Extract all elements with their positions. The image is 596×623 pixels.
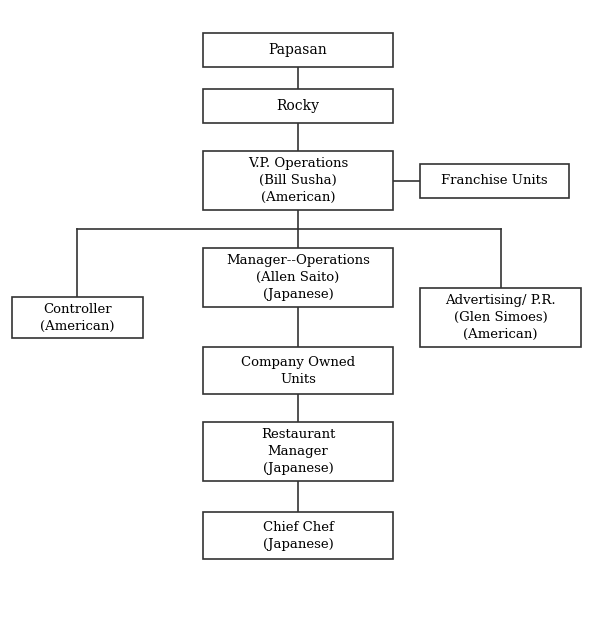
FancyBboxPatch shape <box>203 32 393 67</box>
Text: Controller
(American): Controller (American) <box>41 303 114 333</box>
Text: Manager--Operations
(Allen Saito)
(Japanese): Manager--Operations (Allen Saito) (Japan… <box>226 254 370 301</box>
FancyBboxPatch shape <box>12 298 143 338</box>
Text: V.P. Operations
(Bill Susha)
(American): V.P. Operations (Bill Susha) (American) <box>248 157 348 204</box>
FancyBboxPatch shape <box>203 89 393 123</box>
Text: Franchise Units: Franchise Units <box>442 174 548 187</box>
FancyBboxPatch shape <box>420 288 581 348</box>
FancyBboxPatch shape <box>203 512 393 559</box>
FancyBboxPatch shape <box>203 422 393 481</box>
FancyBboxPatch shape <box>203 348 393 394</box>
Text: Rocky: Rocky <box>277 99 319 113</box>
FancyBboxPatch shape <box>203 247 393 307</box>
Text: Chief Chef
(Japanese): Chief Chef (Japanese) <box>263 521 333 551</box>
FancyBboxPatch shape <box>203 151 393 211</box>
Text: Restaurant
Manager
(Japanese): Restaurant Manager (Japanese) <box>261 428 335 475</box>
Text: Company Owned
Units: Company Owned Units <box>241 356 355 386</box>
FancyBboxPatch shape <box>420 163 569 198</box>
Text: Papasan: Papasan <box>269 43 327 57</box>
Text: Advertising/ P.R.
(Glen Simoes)
(American): Advertising/ P.R. (Glen Simoes) (America… <box>445 294 556 341</box>
